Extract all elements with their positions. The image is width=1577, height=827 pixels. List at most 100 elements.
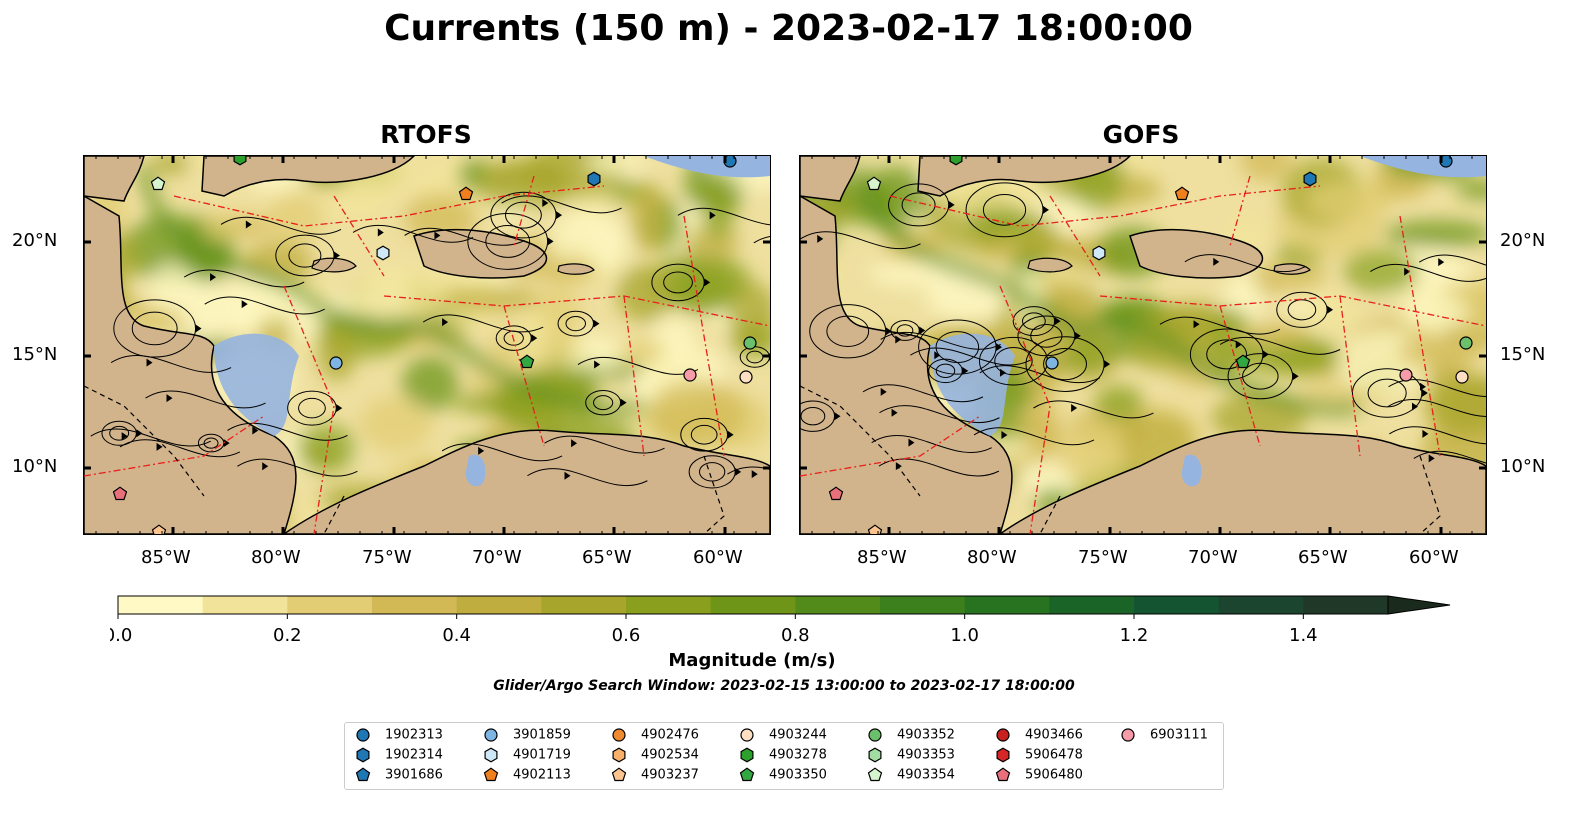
colorbar-tick-label: 0.6 [612,625,641,646]
float-marker-4902113 [1174,186,1190,201]
legend-label: 1902314 [385,747,443,763]
legend-marker-hexagon-icon [484,747,498,763]
legend-marker-circle-icon [612,728,626,742]
legend-label: 4903352 [897,727,955,743]
lon-label-65w-left: 65°W [582,547,632,568]
strong-current-band [853,164,1362,416]
legend-item-5906478: 5906478 [995,747,1083,763]
colorbar-segment [456,596,542,614]
lon-label-70w-left: 70°W [472,547,522,568]
legend-item-4902476: 4902476 [611,727,699,743]
legend-item-6903111: 6903111 [1120,727,1208,743]
legend-label: 1902313 [385,727,443,743]
legend-item-4903237: 4903237 [611,767,699,783]
legend-label: 4903278 [769,747,827,763]
float-marker-4903350 [1235,354,1251,369]
float-marker-5906480 [828,486,844,501]
land-central-america [800,195,1013,534]
legend-label: 4903353 [897,747,955,763]
float-marker-4903352 [1459,336,1473,350]
legend-item-5906480: 5906480 [995,767,1083,783]
continental-shelf [214,333,299,436]
float-marker-4903278 [949,156,963,166]
legend-item-4903354: 4903354 [867,767,955,783]
colorbar-extend-arrow [1387,595,1451,615]
legend-item-4901719: 4901719 [483,747,571,763]
legend-marker-pentagon-icon [995,767,1011,782]
legend-marker-circle-icon [356,728,370,742]
legend-marker-pentagon-icon [355,767,371,782]
bahamas-shelf [1360,156,1486,178]
lat-label-10n-left: 10°N [12,456,58,477]
map-panel-gofs[interactable] [799,155,1487,535]
lon-label-75w-right: 75°W [1078,547,1128,568]
legend-label: 4902534 [641,747,699,763]
legend-label: 4903244 [769,727,827,743]
legend-marker-circle-icon [1121,728,1135,742]
axis-ticks [84,156,770,534]
argo-floats [112,156,757,534]
lon-label-70w-right: 70°W [1188,547,1238,568]
float-marker-4903278 [233,156,247,166]
colorbar-segment [541,596,627,614]
colorbar-tick-label: 0.2 [273,625,302,646]
float-marker-4902113 [458,186,474,201]
lon-label-85w-left: 85°W [141,547,191,568]
legend-item-4903244: 4903244 [739,727,827,743]
colorbar-segment [1049,596,1135,614]
legend-item-1902313: 1902313 [355,727,443,743]
map-panel-rtofs[interactable] [83,155,771,535]
colorbar: 0.0 0.2 0.4 0.6 0.8 1.0 1.2 1.4 [110,595,1451,646]
land-cuba [917,156,1132,197]
lake-maracaibo [465,454,486,487]
float-marker-4903354 [866,176,882,191]
legend-item-4903278: 4903278 [739,747,827,763]
lon-label-85w-right: 85°W [857,547,907,568]
float-marker-4903244 [739,370,753,384]
float-marker-1902314 [1303,171,1317,187]
bahamas-shelf [644,156,770,178]
colorbar-outline [117,595,1389,615]
lat-label-10n-right: 10°N [1500,456,1546,477]
float-marker-4903350 [519,354,535,369]
legend-label: 4903466 [1025,727,1083,743]
legend-marker-circle-icon [996,728,1010,742]
float-legend: 1902313 1902314 3901686 3901859 4901719 49021… [344,722,1224,790]
lon-label-80w-right: 80°W [967,547,1017,568]
figure-title: Currents (150 m) - 2023-02-17 18:00:00 [384,8,1193,49]
legend-marker-hexagon-icon [996,747,1010,763]
legend-marker-pentagon-icon [739,767,755,782]
colorbar-tick-label: 1.2 [1120,625,1149,646]
colorbar-tick-label: 0.4 [442,625,471,646]
strong-current-band [137,164,646,416]
land-south-america [282,429,770,534]
legend-marker-circle-icon [484,728,498,742]
colorbar-segment [372,596,458,614]
lon-label-80w-left: 80°W [251,547,301,568]
legend-marker-circle-icon [868,728,882,742]
float-marker-5906480 [112,486,128,501]
colorbar-segment [1134,596,1220,614]
legend-label: 4903350 [769,767,827,783]
legend-label: 4902476 [641,727,699,743]
panel-title-rtofs: RTOFS [380,120,472,149]
legend-label: 5906478 [1025,747,1083,763]
float-marker-4903244 [1455,370,1469,384]
search-window-caption: Glider/Argo Search Window: 2023-02-15 13… [493,678,1075,694]
colorbar-segment [118,596,204,614]
current-magnitude-map [84,156,770,534]
legend-item-4903350: 4903350 [739,767,827,783]
colorbar-segment [964,596,1050,614]
colorbar-segment [1303,596,1389,614]
legend-item-3901686: 3901686 [355,767,443,783]
colorbar-segment [626,596,712,614]
lake-maracaibo [1181,454,1202,487]
lat-label-15n-left: 15°N [12,344,58,365]
float-marker-4903354 [150,176,166,191]
colorbar-tick-label: 0.0 [110,625,132,646]
land-jamaica [311,257,357,273]
legend-marker-hexagon-icon [740,747,754,763]
legend-item-4902113: 4902113 [483,767,571,783]
argo-floats [828,156,1473,534]
continental-shelf [930,333,1015,436]
